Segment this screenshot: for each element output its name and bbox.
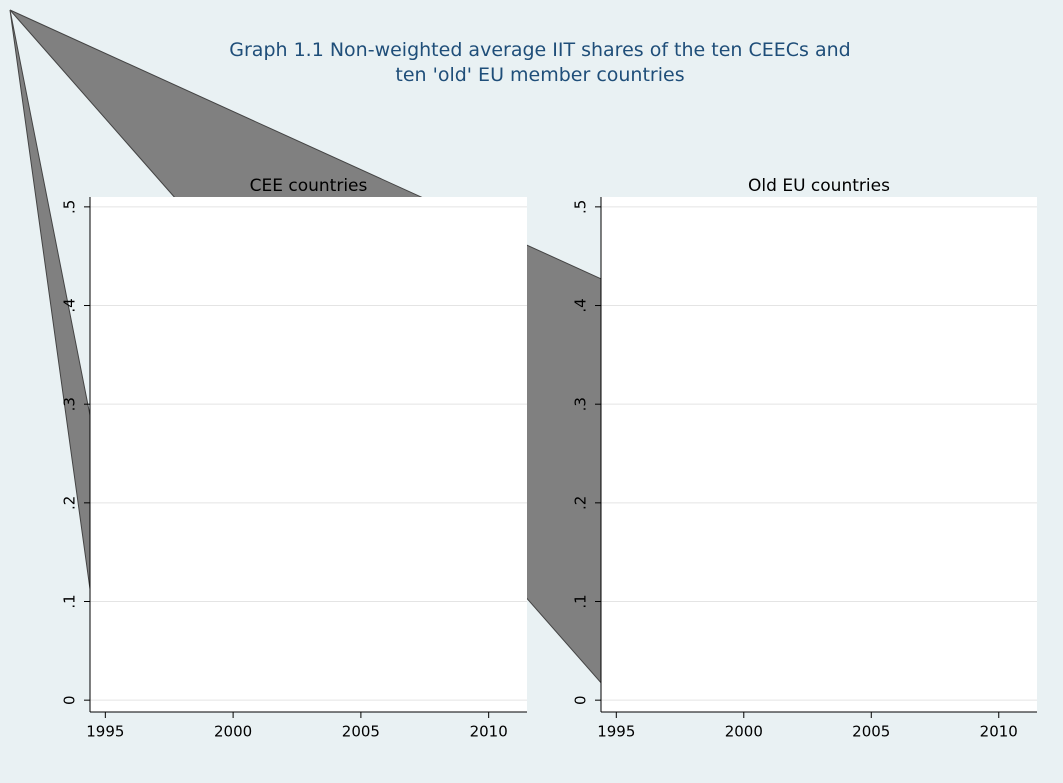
x-tick-label: 2000	[214, 723, 252, 741]
x-tick-label: 2000	[725, 723, 763, 741]
y-tick-label: .5	[572, 200, 590, 214]
y-tick-label: .3	[61, 397, 79, 411]
x-tick-label: 2005	[342, 723, 380, 741]
plot-area	[601, 197, 1037, 712]
y-tick-label: 0	[572, 695, 590, 705]
y-tick-label: .3	[572, 397, 590, 411]
x-tick-label: 1995	[86, 723, 124, 741]
y-tick-label: .4	[61, 298, 79, 312]
y-tick-label: .5	[61, 200, 79, 214]
plot-area	[90, 197, 527, 712]
y-tick-label: .4	[572, 298, 590, 312]
panel-title: CEE countries	[250, 176, 368, 196]
chart-title: Graph 1.1 Non-weighted average IIT share…	[229, 39, 850, 86]
x-tick-label: 2005	[852, 723, 890, 741]
y-tick-label: .2	[61, 496, 79, 510]
panel-title: Old EU countries	[748, 176, 890, 196]
x-tick-label: 1995	[597, 723, 635, 741]
x-tick-label: 2010	[470, 723, 508, 741]
y-tick-label: 0	[61, 695, 79, 705]
x-tick-label: 2010	[980, 723, 1018, 741]
y-tick-label: .1	[61, 594, 79, 608]
y-tick-label: .1	[572, 594, 590, 608]
y-tick-label: .2	[572, 496, 590, 510]
